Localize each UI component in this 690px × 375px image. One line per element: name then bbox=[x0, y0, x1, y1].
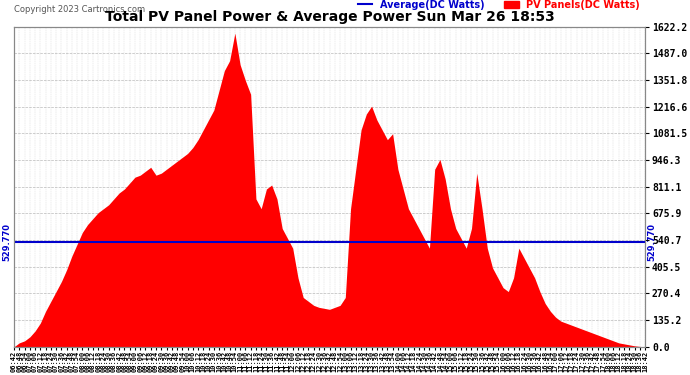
Text: 529.770: 529.770 bbox=[648, 223, 657, 261]
Text: 529.770: 529.770 bbox=[2, 223, 11, 261]
Text: Copyright 2023 Cartronics.com: Copyright 2023 Cartronics.com bbox=[14, 5, 145, 14]
Title: Total PV Panel Power & Average Power Sun Mar 26 18:53: Total PV Panel Power & Average Power Sun… bbox=[105, 10, 554, 24]
Legend: Average(DC Watts), PV Panels(DC Watts): Average(DC Watts), PV Panels(DC Watts) bbox=[357, 0, 640, 10]
